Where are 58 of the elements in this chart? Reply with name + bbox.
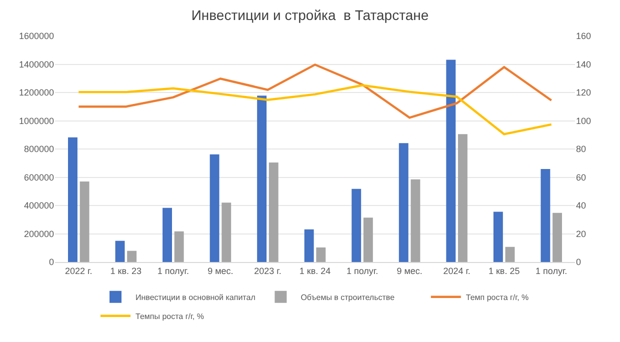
bar — [398, 143, 408, 262]
y2-tick-label: 100 — [576, 116, 592, 126]
y-tick-label: 200000 — [24, 228, 54, 239]
legend-label: Темп роста г/г, % — [466, 292, 529, 302]
y-tick-label: 1200000 — [18, 88, 54, 98]
bar — [363, 218, 373, 262]
y2-tick-label: 120 — [576, 88, 592, 98]
bar — [174, 231, 184, 262]
x-tick-label: 9 мес. — [396, 266, 422, 276]
legend-label: Инвестиции в основной капитал — [136, 292, 256, 302]
y2-tick-label: 60 — [576, 172, 586, 182]
y2-tick-label: 80 — [576, 144, 586, 154]
legend-label: Темпы роста г/г, % — [136, 312, 204, 321]
bar — [68, 137, 78, 262]
bar — [222, 202, 232, 262]
y-tick-label: 400000 — [24, 200, 54, 211]
bar — [210, 154, 220, 262]
bar — [410, 179, 420, 262]
y2-tick-label: 160 — [576, 31, 592, 42]
x-tick-label: 1 полуг. — [536, 266, 568, 276]
bar — [316, 247, 326, 262]
bar — [352, 188, 362, 262]
x-tick-label: 1 полуг. — [346, 266, 378, 276]
x-tick-label: 1 полуг. — [157, 266, 189, 276]
x-tick-label: 2022 г. — [65, 266, 92, 276]
line-series — [78, 64, 552, 119]
y-tick-label: 0 — [48, 257, 54, 268]
bar — [80, 181, 90, 262]
y-tick-label: 1600000 — [18, 31, 54, 42]
bar — [304, 229, 314, 262]
bar — [540, 169, 550, 262]
y2-tick-label: 20 — [576, 228, 586, 239]
bar — [446, 60, 456, 262]
bar — [127, 250, 137, 262]
legend-label: Объемы в строительстве — [300, 292, 396, 302]
x-tick-label: 2023 г. — [254, 266, 282, 276]
x-tick-label: 1 кв. 24 — [299, 266, 331, 276]
bar — [493, 212, 503, 262]
x-tick-label: 1 кв. 25 — [488, 266, 520, 276]
bar — [552, 212, 562, 262]
line-series — [78, 84, 552, 136]
y-tick-label: 1400000 — [18, 59, 54, 70]
x-tick-label: 9 мес. — [208, 266, 234, 276]
chart-title: Инвестиции и стройка в Татарстане — [191, 7, 429, 24]
y2-tick-label: 40 — [576, 200, 586, 211]
bar — [257, 96, 267, 262]
x-tick-label: 1 кв. 23 — [110, 266, 142, 276]
y2-tick-label: 140 — [576, 59, 592, 70]
bar — [268, 162, 278, 262]
y-tick-label: 1000000 — [18, 116, 54, 126]
y2-tick-label: 0 — [576, 257, 582, 268]
y-tick-label: 600000 — [24, 172, 54, 182]
bar — [505, 246, 515, 262]
x-tick-label: 2024 г. — [443, 266, 470, 276]
y-tick-label: 800000 — [24, 144, 54, 154]
bar — [115, 240, 125, 262]
bar — [458, 134, 468, 262]
bar — [162, 208, 172, 262]
